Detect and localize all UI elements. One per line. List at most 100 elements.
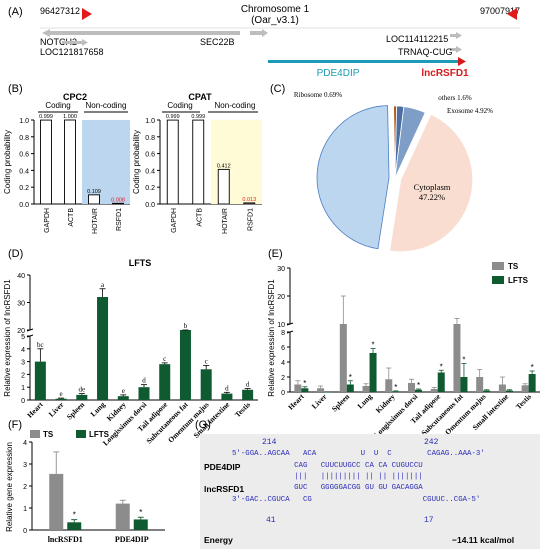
d-bar [34, 361, 46, 400]
d-bar [179, 330, 191, 400]
d-xtick-label: Liver [47, 400, 66, 419]
panel-f-gene-expression: Relative gene expression TS LFTS 0 1 2 3 4 * l… [5, 430, 165, 544]
f-legend-ts: TS [43, 430, 54, 439]
chromosome-title: Chromosome 1 [241, 4, 310, 15]
cpc2-ytick-label: 1.0 [19, 118, 29, 125]
cpat-ytick-label: 0.0 [145, 202, 155, 209]
f-ytick-label: 2 [23, 484, 27, 491]
panel-label-a: (A) [8, 6, 23, 18]
f-legend-lfts-swatch [76, 430, 86, 438]
end-coordinate: 97007917 [480, 6, 520, 16]
e-bar-ts [476, 377, 484, 392]
e-bar-ts [339, 324, 347, 392]
e-bar-ts [498, 384, 506, 392]
gene-trnaq-cug: TRNAQ-CUG [398, 47, 453, 57]
d-ytick-label: 2 [21, 372, 25, 379]
notch2-arrow-icon [42, 29, 50, 37]
f-bar-lfts [67, 522, 82, 530]
pie-slice [389, 113, 474, 253]
f-bar-ts [49, 473, 64, 530]
f-ylabel: Relative gene expression [5, 442, 14, 532]
d-significance-letter: c [163, 355, 166, 363]
g-line-3: ||| ||||||||| || || ||||||| [232, 473, 423, 481]
g-line-5: 3'-GAC..CGUCA CG CGUUC..CGA-5' [232, 496, 480, 504]
d-significance-letter: a [101, 281, 105, 289]
g-label-lncrsfd1: lncRSFD1 [204, 484, 244, 494]
cpat-ylabel: Coding probability [132, 130, 141, 194]
cpat-value-label: 0.999 [191, 114, 205, 120]
e-bar-ts [408, 383, 415, 392]
e-xtick-label: Liver [310, 392, 329, 411]
g-line-4: GUC GGGGGACGG GU GU GACAGGA [232, 484, 423, 492]
cpc2-xtick-label: GAPDH [44, 208, 51, 233]
e-bar-lfts [415, 389, 422, 392]
d-significance-letter: bc [37, 341, 44, 349]
cpat-xtick-label: HOTAIR [222, 208, 229, 234]
e-significance-star: * [394, 383, 397, 392]
cpc2-bar-gapdh [40, 119, 52, 205]
pie-slice [394, 106, 426, 179]
cpat-value-label: 0.013 [242, 197, 256, 203]
cpc2-group-noncoding: Non-coding [86, 101, 127, 110]
e-significance-star: * [440, 362, 443, 371]
cpat-bar-gapdh [166, 119, 179, 205]
d-xtick-label: Spleen [65, 399, 87, 421]
pie-label: Ribosome 0.69% [294, 91, 342, 99]
d-xtick-label: Heart [25, 400, 45, 420]
e-ytick-label: 2 [281, 375, 285, 382]
loc121817658-track [62, 41, 82, 44]
gene-lncrsfd1: lncRSFD1 [421, 68, 469, 79]
cpc2-ytick-label: 0.0 [19, 202, 29, 209]
pie-label: others 1.6% [438, 94, 472, 102]
e-legend-lfts-swatch [492, 276, 504, 284]
g-background [200, 434, 540, 549]
d-bar [76, 394, 88, 400]
e-significance-star: * [349, 373, 352, 382]
cpat-ytick-label: 0.6 [145, 152, 155, 159]
f-bar-ts [115, 503, 130, 530]
loc114112215-arrow-icon [456, 32, 462, 39]
gene-loc114112215: LOC114112215 [386, 34, 448, 44]
cpat-value-label: 0.999 [166, 114, 180, 120]
e-xtick-label: Heart [286, 392, 306, 412]
cpat-value-label: 0.412 [217, 163, 231, 169]
notch2-track [50, 31, 240, 35]
e-significance-star: * [371, 341, 374, 350]
d-ytick-label: 20 [17, 328, 25, 335]
d-bar [242, 389, 254, 400]
g-label-pde4dip: PDE4DIP [204, 462, 241, 472]
d-significance-letter: e [60, 390, 63, 398]
cpc2-bar-actb [64, 119, 76, 205]
e-legend-ts-swatch [492, 262, 504, 270]
cpat-bar-hotair [217, 168, 230, 205]
cpc2-ytick-label: 0.8 [19, 135, 29, 142]
assembly-subtitle: (Oar_v3.1) [251, 15, 299, 26]
gene-notch2: NOTCH2 [40, 37, 77, 47]
gene-loc121817658: LOC121817658 [40, 47, 104, 57]
cpc2-xtick-label: HOTAIR [92, 208, 99, 234]
e-significance-star: * [417, 381, 420, 390]
d-ytick-label: 40 [17, 273, 25, 280]
cpat-ytick-label: 0.4 [145, 168, 155, 175]
f-ytick-label: 0 [23, 528, 27, 535]
e-bar-ts [453, 324, 461, 392]
cpat-bar-actb [192, 119, 205, 205]
d-ytick-label: 0 [21, 398, 25, 405]
e-bar-lfts [369, 353, 377, 392]
d-ylabel: Relative expression of lncRSFD1 [3, 279, 12, 397]
e-bar-ts [362, 386, 370, 392]
gene-sec22b: SEC22B [200, 37, 235, 47]
cpc2-ytick-label: 0.6 [19, 152, 29, 159]
e-xtick-label: Lung [355, 392, 374, 411]
e-ytick-label: 20 [277, 294, 285, 301]
e-ytick-label: 8 [281, 330, 285, 337]
cpat-title: CPAT [188, 92, 212, 102]
sec22b-track [250, 31, 262, 35]
g-pos-top-left: 214 [262, 438, 277, 447]
e-xtick-label: Spleen [330, 391, 352, 413]
f-legend-ts-swatch [30, 430, 40, 438]
g-line-2: CAG CUUCUUGCC CA CA CUGUCCU [232, 462, 423, 470]
panel-label-d: (D) [8, 248, 23, 260]
e-legend-ts: TS [508, 262, 519, 271]
